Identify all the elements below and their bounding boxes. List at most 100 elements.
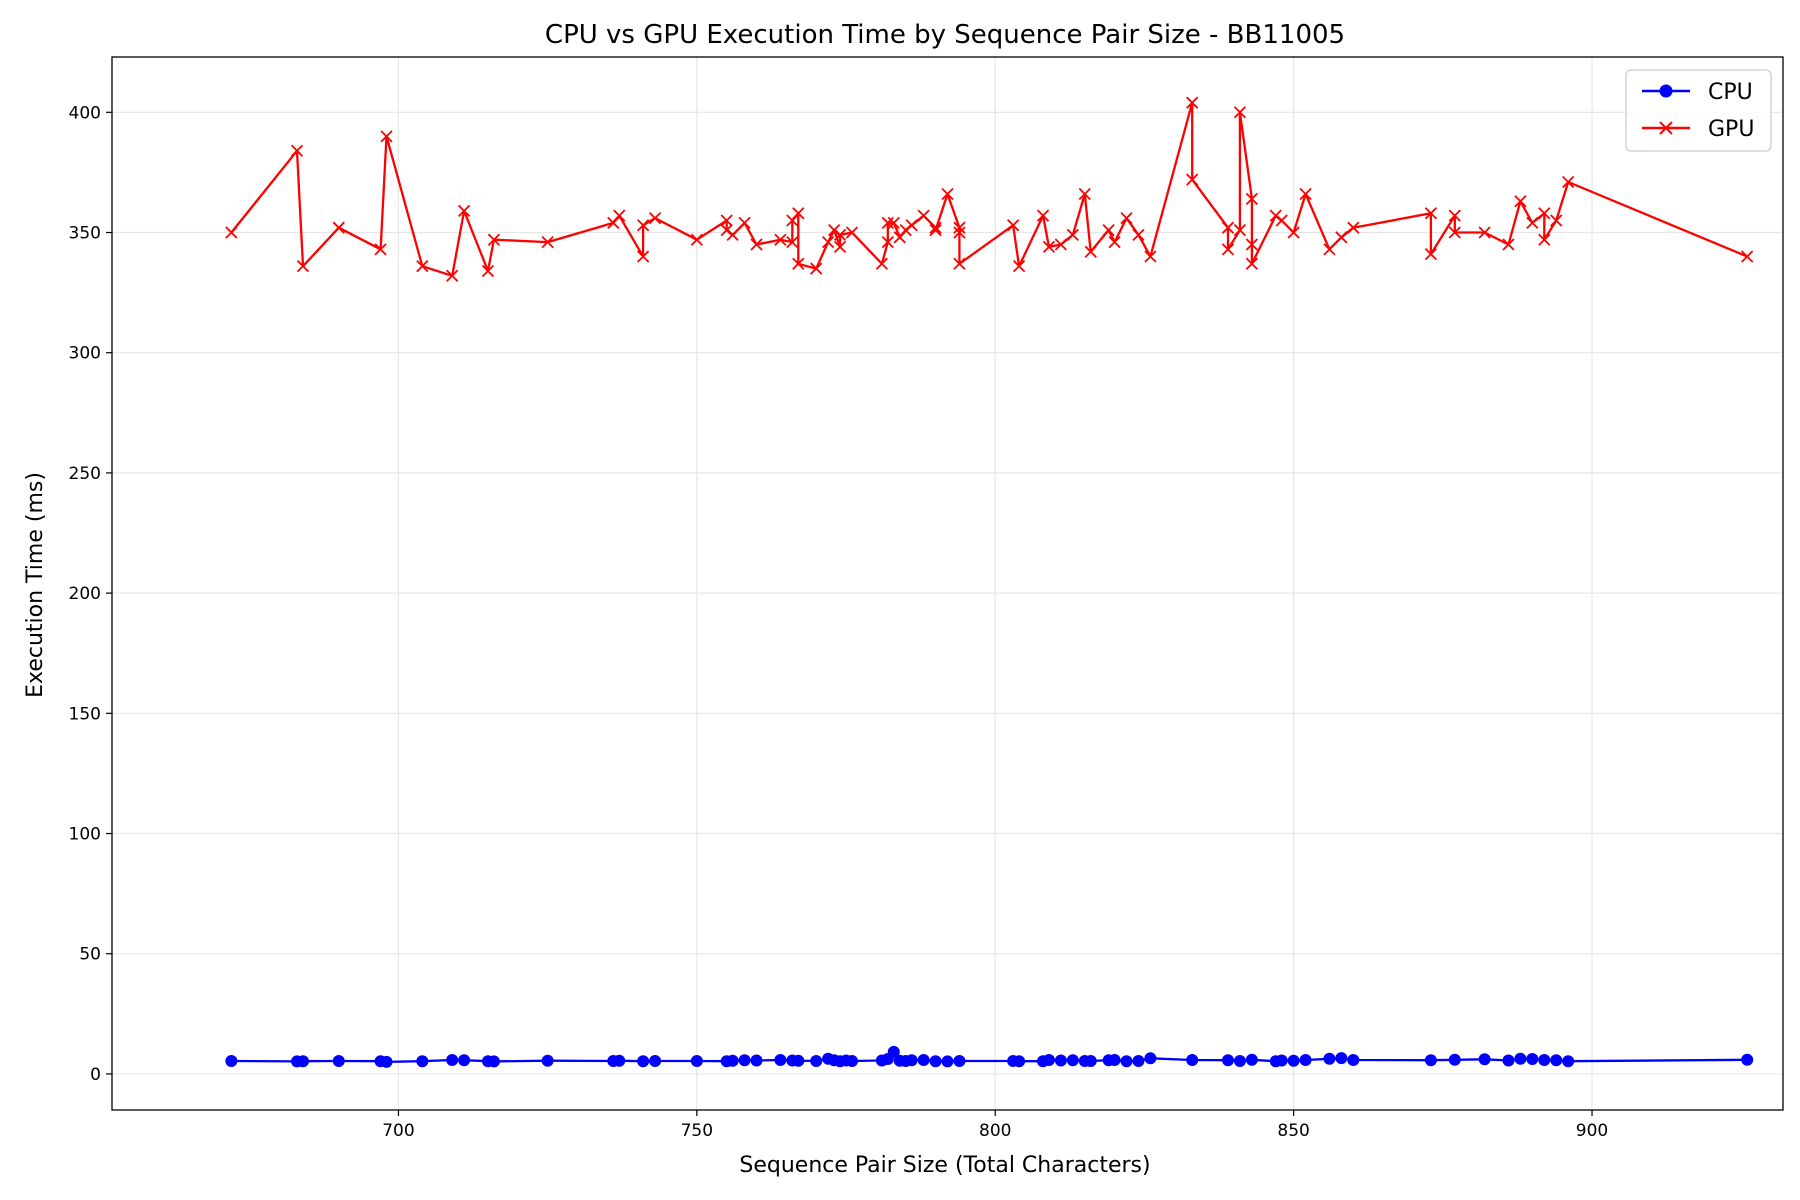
cpu-data-point [446, 1053, 459, 1066]
cpu-data-point [332, 1054, 345, 1067]
cpu-data-point [750, 1054, 763, 1067]
gpu-data-point [1186, 173, 1199, 186]
cpu-data-point [1084, 1054, 1097, 1067]
cpu-data-point [905, 1054, 918, 1067]
gpu-data-point [905, 219, 918, 232]
cpu-data-point [1448, 1053, 1461, 1066]
y-tick-label: 100 [69, 825, 101, 845]
gpu-data-point [1066, 228, 1079, 242]
legend-gpu-label: GPU [1708, 117, 1754, 142]
cpu-data-point [458, 1054, 471, 1067]
gpu-data-point [1424, 207, 1438, 220]
cpu-data-point [1299, 1053, 1312, 1066]
gpu-data-point [1275, 214, 1288, 227]
cpu-data-point [1347, 1053, 1360, 1066]
cpu-data-point [726, 1054, 739, 1067]
y-tick-label: 200 [69, 584, 101, 604]
gpu-data-point [1287, 226, 1300, 239]
cpu-data-point [1245, 1053, 1258, 1066]
cpu-data-point [1275, 1054, 1288, 1067]
gpu-data-point [332, 221, 345, 234]
cpu-data-point [1108, 1053, 1121, 1066]
gpu-data-point [1233, 106, 1247, 119]
cpu-data-point [1054, 1054, 1067, 1067]
gpu-data-point [541, 235, 554, 249]
legend-cpu-marker [1659, 84, 1673, 98]
gpu-data-point [1299, 187, 1312, 201]
y-axis-label: Execution Time (ms) [23, 472, 48, 698]
cpu-data-point [1526, 1053, 1539, 1066]
gpu-data-point [1036, 209, 1050, 222]
gpu-data-point [881, 235, 894, 249]
gpu-data-point [446, 269, 459, 282]
gpu-data-point [457, 204, 471, 217]
gpu-data-point [487, 233, 501, 246]
gpu-data-point [720, 214, 733, 227]
gpu-data-point [750, 238, 763, 251]
gpu-data-point [613, 209, 626, 222]
cpu-data-point [941, 1055, 954, 1068]
x-tick-label: 850 [1277, 1121, 1309, 1141]
cpu-data-point [649, 1054, 662, 1067]
gpu-data-point [1323, 243, 1336, 256]
gpu-data-point [416, 260, 429, 273]
cpu-data-point [416, 1055, 429, 1068]
gpu-data-point [1526, 216, 1539, 230]
gpu-data-point [374, 243, 387, 256]
cpu-data-point [1186, 1053, 1199, 1066]
gpu-data-point [1741, 250, 1754, 263]
gpu-data-point [1502, 238, 1515, 251]
gpu-data-point [1245, 192, 1258, 205]
gpu-data-point [1078, 187, 1091, 201]
y-tick-label: 0 [90, 1065, 101, 1085]
gpu-data-point [792, 257, 805, 270]
gpu-data-point [290, 144, 304, 157]
gpu-data-point [941, 187, 954, 201]
cpu-data-point [380, 1055, 393, 1068]
gpu-data-point [690, 233, 703, 246]
x-tick-label: 750 [681, 1121, 713, 1141]
cpu-data-point [1042, 1053, 1055, 1066]
gpu-data-point [738, 216, 751, 230]
gpu-data-point [225, 226, 238, 239]
cpu-data-point [1741, 1053, 1754, 1066]
gpu-data-point [833, 240, 847, 254]
gpu-data-point [953, 221, 966, 234]
cpu-data-point [887, 1045, 900, 1058]
y-tick-label: 150 [69, 704, 101, 724]
cpu-data-point [1335, 1052, 1348, 1065]
cpu-data-point [1287, 1054, 1300, 1067]
cpu-data-point [1562, 1055, 1575, 1068]
cpu-data-point [637, 1055, 650, 1068]
grid-lines [112, 57, 1783, 1110]
gpu-data-point [1084, 245, 1097, 258]
gpu-data-point [887, 216, 900, 230]
gpu-data-point [822, 235, 835, 249]
x-axis-label: Sequence Pair Size (Total Characters) [739, 1153, 1150, 1178]
gpu-data-point [648, 211, 662, 225]
cpu-data-point [487, 1055, 500, 1068]
gpu-data-point [726, 228, 739, 242]
gpu-data-point [953, 226, 966, 239]
gpu-data-point [810, 262, 823, 275]
gpu-data-point [1108, 235, 1121, 249]
gpu-data-point [1144, 250, 1157, 263]
gpu-data-point [1221, 243, 1235, 256]
gpu-data-point [953, 257, 966, 270]
cpu-data-point [1514, 1052, 1527, 1065]
gpu-data-point [296, 260, 310, 273]
cpu-data-point [953, 1054, 966, 1067]
gpu-data-point [774, 233, 787, 246]
cpu-data-point [1550, 1054, 1563, 1067]
cpu-data-point [613, 1054, 626, 1067]
gpu-data-point [1514, 195, 1527, 208]
gpu-data-point [786, 235, 799, 249]
cpu-data-point [846, 1054, 859, 1067]
gpu-data-point [917, 209, 930, 222]
gpu-data-point [929, 223, 942, 237]
gpu-data-point [1012, 260, 1026, 273]
gpu-data-point [929, 221, 942, 234]
cpu-data-point [1132, 1054, 1145, 1067]
gpu-data-point [792, 207, 805, 220]
